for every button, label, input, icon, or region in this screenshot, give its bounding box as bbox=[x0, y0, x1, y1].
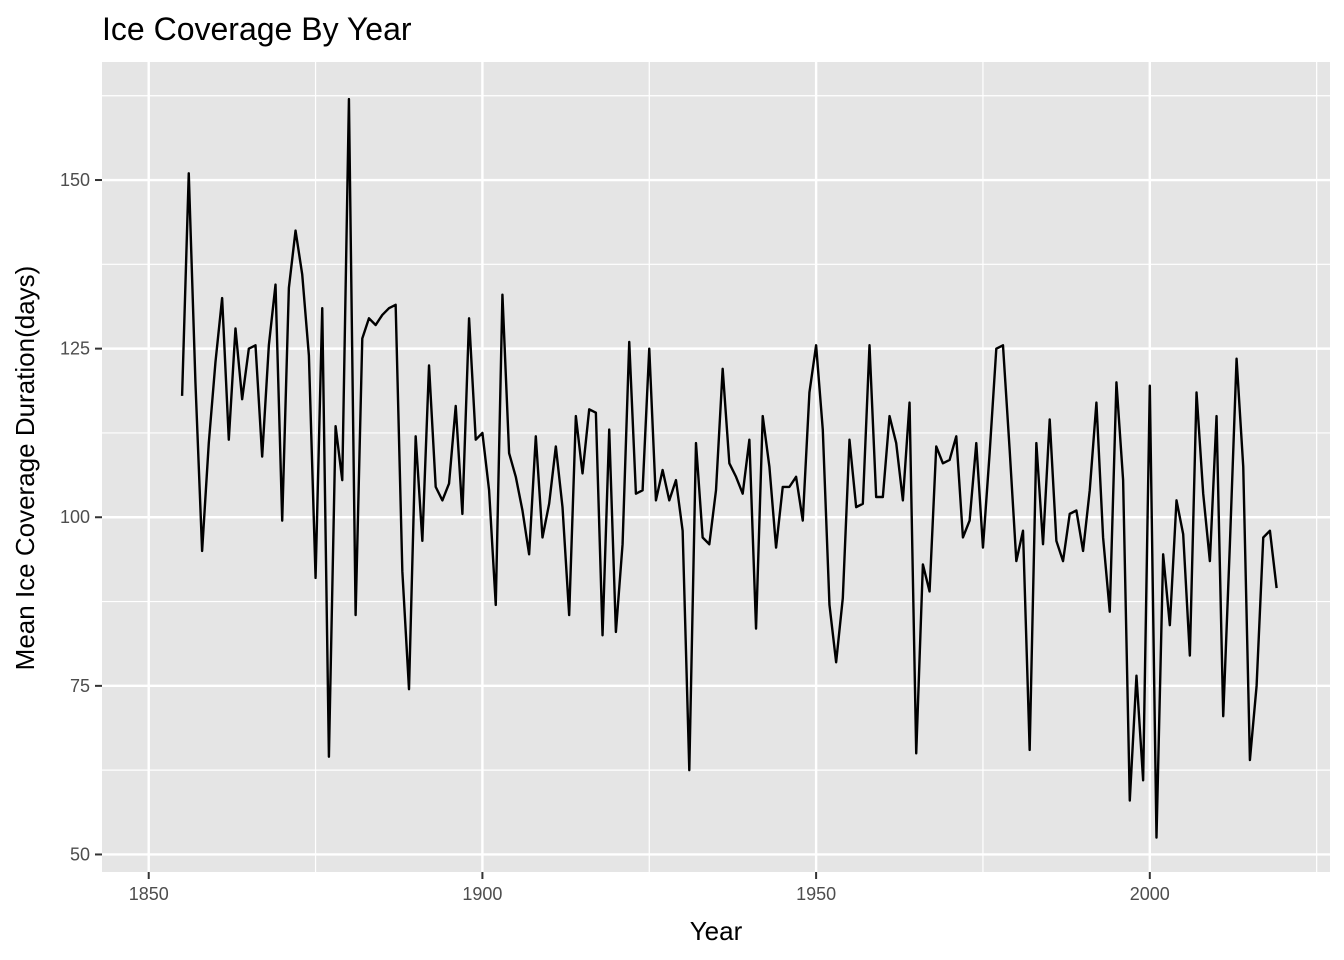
plot-panel bbox=[102, 62, 1330, 872]
y-tick-label: 100 bbox=[60, 507, 90, 527]
ice-coverage-line bbox=[180, 97, 1278, 839]
minor-gridlines bbox=[102, 62, 1330, 872]
y-tick-label: 150 bbox=[60, 170, 90, 190]
x-tick-label: 1850 bbox=[129, 884, 169, 904]
y-tick-label: 125 bbox=[60, 339, 90, 359]
x-tick-label: 1950 bbox=[796, 884, 836, 904]
y-tick-label: 50 bbox=[70, 844, 90, 864]
x-axis-title: Year bbox=[690, 916, 743, 946]
y-axis: 50 75 100 125 150 bbox=[60, 170, 102, 864]
chart-title: Ice Coverage By Year bbox=[102, 11, 412, 47]
x-axis: 1850 1900 1950 2000 bbox=[129, 872, 1170, 904]
y-axis-title: Mean Ice Coverage Duration(days) bbox=[10, 266, 40, 671]
x-tick-label: 1900 bbox=[462, 884, 502, 904]
y-tick-label: 75 bbox=[70, 676, 90, 696]
x-tick-label: 2000 bbox=[1130, 884, 1170, 904]
